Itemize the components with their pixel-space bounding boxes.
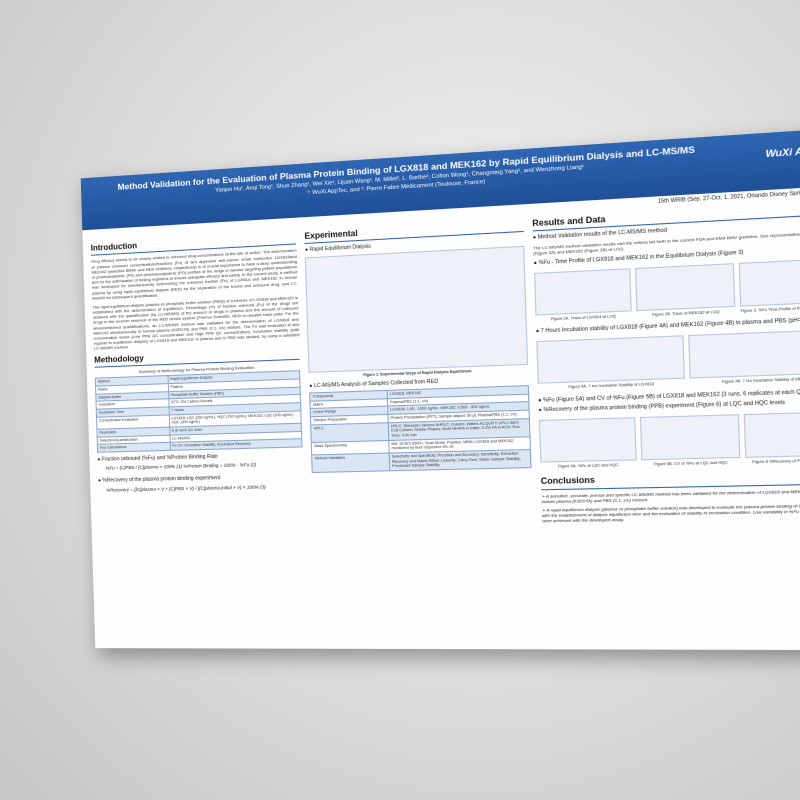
methodology-table: Method Rapid Equilibrium Dialysis Matrix Pl… xyxy=(95,370,303,453)
figure-caption: Figure 5B. CV of %Fu at LQC and HQC xyxy=(653,460,728,467)
table-label: HPLC xyxy=(311,422,389,443)
figure-placeholder xyxy=(634,262,736,311)
logo: WuXi AppTec xyxy=(765,143,800,160)
figure: Figure 4A. 7 hrs Incubation Stability of… xyxy=(536,333,686,394)
lcms-table: Compounds LGX818, MEK162 Matrix Plasma/PBS … xyxy=(310,385,532,473)
figure-caption: Figure 6 %Recovery of PPB at LQC and HQC xyxy=(752,457,800,464)
table-value: Selectivity and Specificity; Precision a… xyxy=(389,449,531,471)
figure-row: Figure 5A. %Fu at LQC and HQC Figure 5B. … xyxy=(538,408,800,473)
figure-placeholder xyxy=(738,257,800,307)
paragraph: Drug efficacy seems to be closely relate… xyxy=(91,247,298,301)
figure: Figure 2A. Trace of LGX818 at LOQ xyxy=(533,266,632,326)
figure-placeholder xyxy=(538,416,637,463)
bullet: ➢ A rapid equilibrium dialysis (plasma v… xyxy=(542,502,800,524)
figure: Figure 2B. Trace of MEK162 at LOQ xyxy=(634,261,736,322)
bullet-text: %Recovery of the plasma protein binding … xyxy=(102,475,221,484)
figure: Figure 6 %Recovery of PPB at LQC and HQC xyxy=(743,408,800,468)
figure: Figure 5B. CV of %Fu at LQC and HQC xyxy=(639,412,741,471)
figure: Figure 5A. %Fu at LQC and HQC xyxy=(538,415,637,473)
figure-placeholder xyxy=(536,335,686,384)
figure-placeholder xyxy=(533,267,632,316)
figure-row: Figure 2A. Trace of LGX818 at LOQ Figure … xyxy=(533,255,800,326)
bullet-text: LC-MS/MS Analysis of Samples Collected f… xyxy=(313,378,439,389)
column-right: Results and Data ● Method Validation res… xyxy=(532,197,800,527)
poster: Method Validation for the Evaluation of … xyxy=(80,127,800,651)
table-label: Key Calculations xyxy=(97,442,170,453)
figure-row: Figure 4A. 7 hrs Incubation Stability of… xyxy=(536,327,800,394)
figure: Figure 3. %Fu Time Profile of the Equili… xyxy=(738,255,800,317)
columns: Introduction Drug efficacy seems to be c… xyxy=(83,196,800,533)
figure: Figure 4B. 7 hrs Incubation Stability of… xyxy=(688,327,800,389)
section-heading: Conclusions xyxy=(540,470,800,490)
figure-placeholder xyxy=(639,413,741,460)
bullet-text: A rapid equilibrium dialysis (plasma vs … xyxy=(541,502,800,524)
bullet-text: A sensitive, accurate, precise and speci… xyxy=(541,487,800,505)
bullet-text: Rapid Equilibrium Dialysis xyxy=(309,243,371,254)
figure-placeholder xyxy=(688,328,800,379)
formula: %Fu = [C]PBS / [C]plasma × 100% (1) %Pro… xyxy=(105,462,257,471)
bullet: ● %Recovery of the plasma protein bindin… xyxy=(97,475,221,485)
column-left: Introduction Drug efficacy seems to be c… xyxy=(90,228,306,534)
bullet-text: Fraction unbound (%Fu) and %Protein Bind… xyxy=(101,453,218,463)
table-label: Method Validation xyxy=(312,453,390,473)
formula: %Recovery = ([C]plasma × V + [C]PBS × V)… xyxy=(106,484,266,493)
figure-placeholder xyxy=(305,245,528,373)
column-middle: Experimental ● Rapid Equilibrium Dialysi… xyxy=(304,215,533,530)
figure-caption: Figure 5A. %Fu at LQC and HQC xyxy=(557,462,619,469)
figure-placeholder xyxy=(743,410,800,458)
paragraph: The rapid equilibrium dialysis (plasma v… xyxy=(92,294,300,352)
bullet: ➢ A sensitive, accurate, precise and spe… xyxy=(541,487,800,504)
